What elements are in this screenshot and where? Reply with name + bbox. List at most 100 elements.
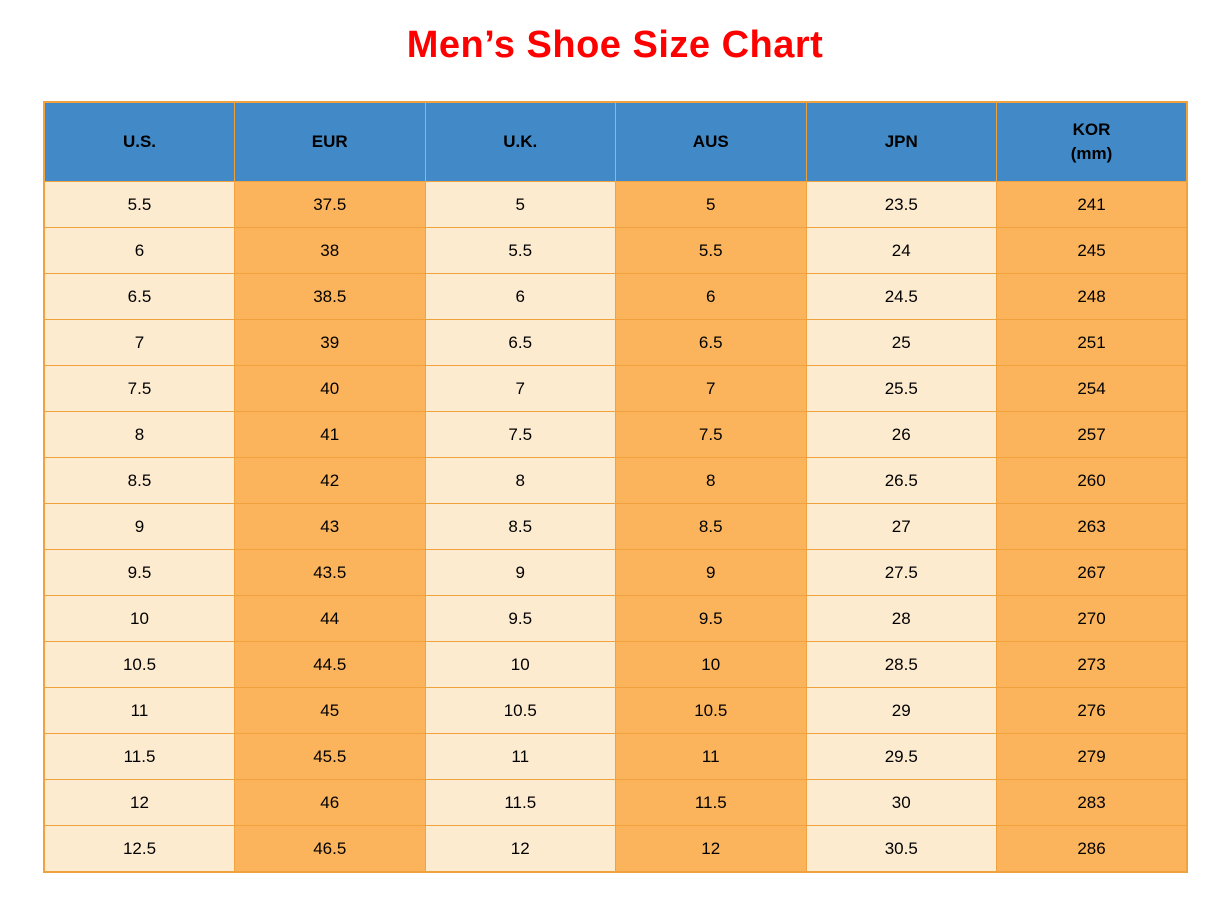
column-header-aus: AUS bbox=[615, 101, 807, 182]
table-cell: 270 bbox=[996, 595, 1188, 642]
table-cell: 43.5 bbox=[234, 549, 426, 596]
table-cell: 9.5 bbox=[43, 549, 235, 596]
table-cell: 286 bbox=[996, 825, 1188, 873]
column-header-label: U.K. bbox=[503, 132, 538, 151]
table-cell: 30 bbox=[805, 779, 997, 826]
table-cell: 44 bbox=[234, 595, 426, 642]
column-header-label: JPN bbox=[884, 132, 918, 151]
column-header-kor: KOR (mm) bbox=[996, 101, 1188, 182]
table-cell: 7 bbox=[424, 365, 616, 412]
table-cell: 245 bbox=[996, 227, 1188, 274]
header-row: U.S. EUR U.K. AUS JPN KOR (mm) bbox=[43, 101, 1188, 182]
table-cell: 283 bbox=[996, 779, 1188, 826]
table-row: 8.5 42 8 8 26.5 260 bbox=[43, 457, 1188, 504]
table-cell: 267 bbox=[996, 549, 1188, 596]
table-cell: 11.5 bbox=[43, 733, 235, 780]
table-cell: 6 bbox=[424, 273, 616, 320]
table-cell: 29.5 bbox=[805, 733, 997, 780]
table-cell: 43 bbox=[234, 503, 426, 550]
table-cell: 276 bbox=[996, 687, 1188, 734]
table-cell: 37.5 bbox=[234, 181, 426, 228]
table-cell: 8.5 bbox=[424, 503, 616, 550]
table-cell: 12 bbox=[424, 825, 616, 873]
table-cell: 257 bbox=[996, 411, 1188, 458]
table-row: 11 45 10.5 10.5 29 276 bbox=[43, 687, 1188, 734]
table-cell: 24 bbox=[805, 227, 997, 274]
table-row: 12.5 46.5 12 12 30.5 286 bbox=[43, 825, 1188, 873]
table-cell: 6.5 bbox=[424, 319, 616, 366]
column-header-us: U.S. bbox=[43, 101, 235, 182]
table-cell: 38.5 bbox=[234, 273, 426, 320]
table-cell: 6.5 bbox=[43, 273, 235, 320]
table-cell: 6 bbox=[43, 227, 235, 274]
table-cell: 28.5 bbox=[805, 641, 997, 688]
table-cell: 7.5 bbox=[424, 411, 616, 458]
table-cell: 38 bbox=[234, 227, 426, 274]
table-cell: 9 bbox=[424, 549, 616, 596]
table-cell: 45 bbox=[234, 687, 426, 734]
table-cell: 5.5 bbox=[424, 227, 616, 274]
table-cell: 12 bbox=[615, 825, 807, 873]
table-cell: 7 bbox=[43, 319, 235, 366]
table-cell: 10.5 bbox=[43, 641, 235, 688]
table-cell: 5 bbox=[424, 181, 616, 228]
table-cell: 26.5 bbox=[805, 457, 997, 504]
table-cell: 12.5 bbox=[43, 825, 235, 873]
table-cell: 39 bbox=[234, 319, 426, 366]
table-row: 9.5 43.5 9 9 27.5 267 bbox=[43, 549, 1188, 596]
table-row: 7 39 6.5 6.5 25 251 bbox=[43, 319, 1188, 366]
column-header-uk: U.K. bbox=[424, 101, 616, 182]
table-cell: 8 bbox=[43, 411, 235, 458]
table-cell: 8 bbox=[424, 457, 616, 504]
column-header-label: U.S. bbox=[122, 132, 157, 151]
table-row: 6 38 5.5 5.5 24 245 bbox=[43, 227, 1188, 274]
table-cell: 11.5 bbox=[424, 779, 616, 826]
column-header-label: AUS bbox=[692, 132, 729, 151]
table-cell: 26 bbox=[805, 411, 997, 458]
table-row: 9 43 8.5 8.5 27 263 bbox=[43, 503, 1188, 550]
table-cell: 11 bbox=[424, 733, 616, 780]
table-row: 10 44 9.5 9.5 28 270 bbox=[43, 595, 1188, 642]
table-cell: 45.5 bbox=[234, 733, 426, 780]
table-cell: 28 bbox=[805, 595, 997, 642]
table-row: 10.5 44.5 10 10 28.5 273 bbox=[43, 641, 1188, 688]
table-cell: 10 bbox=[615, 641, 807, 688]
table-cell: 5.5 bbox=[43, 181, 235, 228]
table-row: 11.5 45.5 11 11 29.5 279 bbox=[43, 733, 1188, 780]
table-row: 6.5 38.5 6 6 24.5 248 bbox=[43, 273, 1188, 320]
table-row: 7.5 40 7 7 25.5 254 bbox=[43, 365, 1188, 412]
table-cell: 8.5 bbox=[615, 503, 807, 550]
table-cell: 9.5 bbox=[424, 595, 616, 642]
table-cell: 254 bbox=[996, 365, 1188, 412]
page-title: Men’s Shoe Size Chart bbox=[406, 24, 824, 66]
table-cell: 40 bbox=[234, 365, 426, 412]
table-cell: 42 bbox=[234, 457, 426, 504]
table-cell: 12 bbox=[43, 779, 235, 826]
table-cell: 27.5 bbox=[805, 549, 997, 596]
table-cell: 29 bbox=[805, 687, 997, 734]
table-cell: 279 bbox=[996, 733, 1188, 780]
table-cell: 7 bbox=[615, 365, 807, 412]
table-cell: 10.5 bbox=[424, 687, 616, 734]
table-cell: 8 bbox=[615, 457, 807, 504]
column-header-label: EUR bbox=[311, 132, 348, 151]
table-cell: 251 bbox=[996, 319, 1188, 366]
column-header-jpn: JPN bbox=[805, 101, 997, 182]
table-cell: 10.5 bbox=[615, 687, 807, 734]
table-cell: 25 bbox=[805, 319, 997, 366]
table-cell: 7.5 bbox=[615, 411, 807, 458]
column-header-label: KOR bbox=[1072, 120, 1111, 139]
table-cell: 273 bbox=[996, 641, 1188, 688]
table-cell: 263 bbox=[996, 503, 1188, 550]
table-row: 5.5 37.5 5 5 23.5 241 bbox=[43, 181, 1188, 228]
shoe-size-table: U.S. EUR U.K. AUS JPN KOR (mm) 5.5 37.5 … bbox=[43, 101, 1188, 873]
table-cell: 7.5 bbox=[43, 365, 235, 412]
table-cell: 30.5 bbox=[805, 825, 997, 873]
table-cell: 27 bbox=[805, 503, 997, 550]
table-cell: 9 bbox=[615, 549, 807, 596]
table-row: 12 46 11.5 11.5 30 283 bbox=[43, 779, 1188, 826]
table-cell: 11.5 bbox=[615, 779, 807, 826]
table-cell: 23.5 bbox=[805, 181, 997, 228]
table-row: 8 41 7.5 7.5 26 257 bbox=[43, 411, 1188, 458]
table-cell: 5.5 bbox=[615, 227, 807, 274]
